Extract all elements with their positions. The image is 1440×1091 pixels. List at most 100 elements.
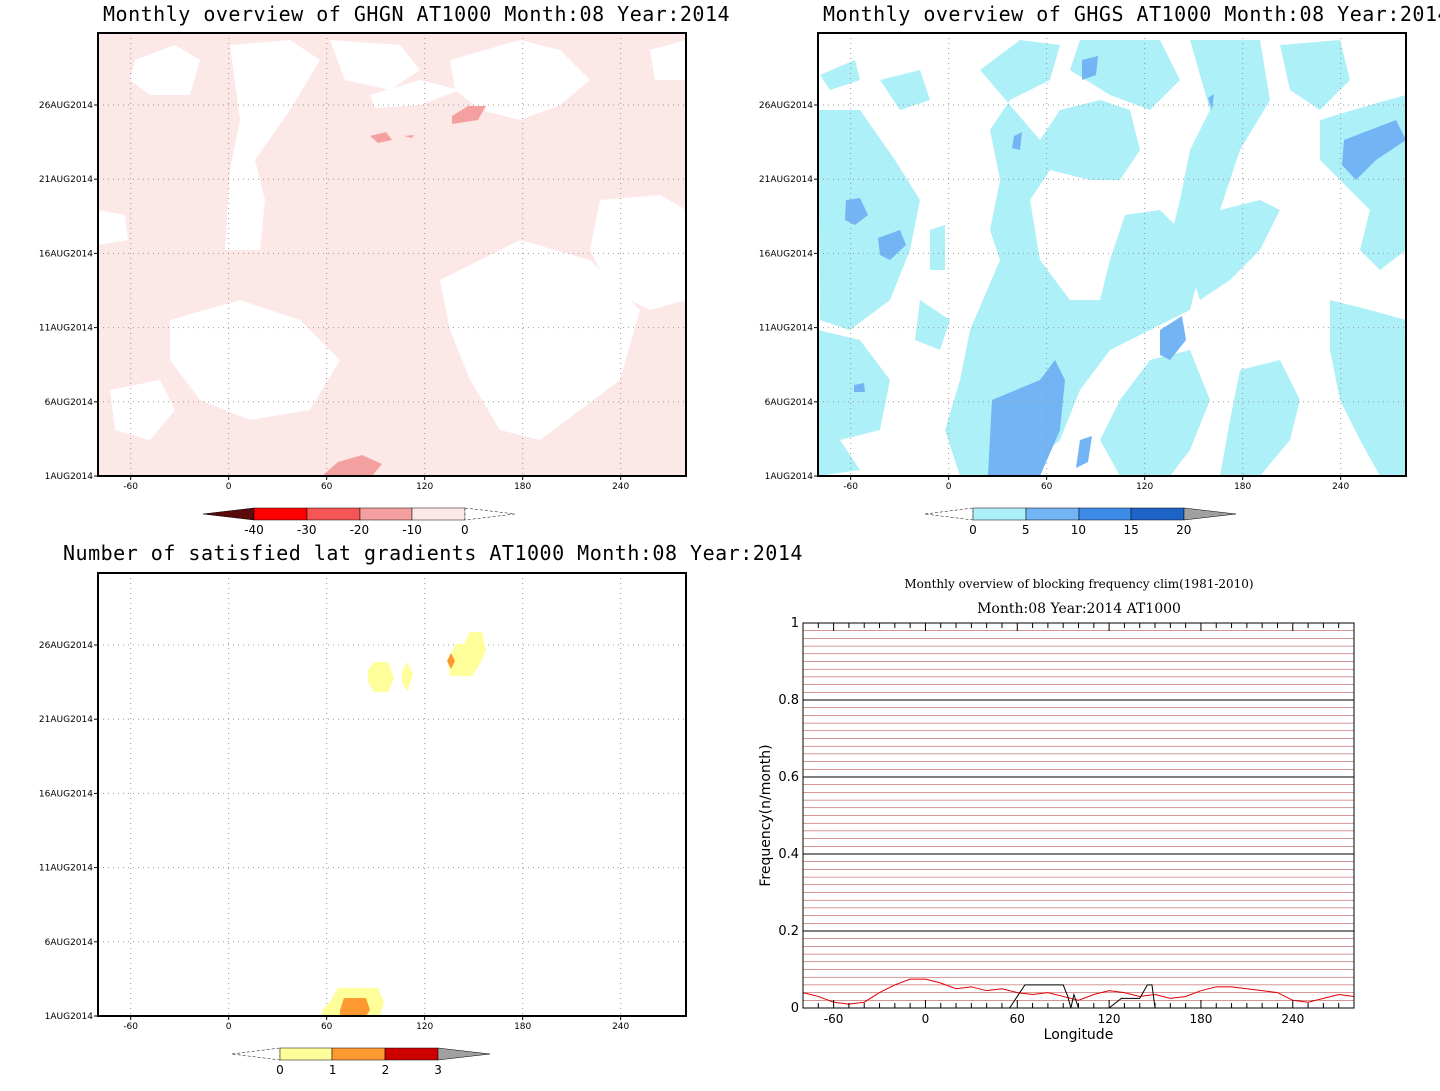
freq-ytick-label: 0.6	[778, 770, 799, 785]
ghgn-axes: -60 0 60 120 180 240 1AUG2014 6AUG2014 11AUG2014…	[39, 101, 630, 492]
grad-cb-seg-3	[384, 1047, 439, 1061]
ghgn-gridlines	[98, 33, 686, 476]
grad-cb-triangle-left	[231, 1047, 281, 1061]
ghgs-xtick-label: 240	[1332, 482, 1349, 492]
freq-ytick-label: 0.4	[778, 847, 799, 862]
ghgs-title: Monthly overview of GHGS AT1000 Month:08…	[823, 2, 1440, 26]
ghgs-ytick-label: 26AUG2014	[759, 101, 813, 111]
ghgn-cb-label: -30	[297, 523, 317, 537]
grad-ytick-label: 21AUG2014	[39, 715, 93, 725]
grad-ytick-label: 1AUG2014	[45, 1012, 94, 1022]
freq-ylabel: Frequency(n/month)	[758, 744, 774, 886]
ghgs-cb-seg-1	[972, 507, 1027, 521]
freq-xtick-label: 60	[1010, 1012, 1025, 1026]
ghgn-cb-label: -20	[350, 523, 370, 537]
ghgs-dark-areas	[845, 56, 1406, 476]
ghgn-ytick-label: 11AUG2014	[39, 324, 93, 334]
grad-xtick-label: 240	[612, 1022, 629, 1032]
grad-cb-seg-2	[331, 1047, 386, 1061]
ghgn-xtick-label: 0	[226, 482, 232, 492]
freq-ytick-label: 0.8	[778, 693, 799, 708]
ghgs-colorbar: 0 5 10 15 20	[924, 507, 1237, 537]
ghgn-cb-label: -40	[244, 523, 264, 537]
ghgs-cb-triangle-right	[1183, 507, 1237, 521]
grad-xtick-label: 120	[416, 1022, 433, 1032]
ghgs-xtick-label: 0	[946, 482, 952, 492]
freq-ytick-label: 0	[791, 1001, 799, 1016]
grad-xtick-label: 180	[514, 1022, 531, 1032]
grad-ytick-label: 26AUG2014	[39, 641, 93, 651]
ghgs-xtick-label: 180	[1234, 482, 1251, 492]
ghgs-ytick-label: 16AUG2014	[759, 249, 813, 259]
ghgn-colorbar: -40 -30 -20 -10 0	[202, 507, 516, 537]
freq-title: Monthly overview of blocking frequency c…	[904, 577, 1253, 591]
grad-ytick-label: 11AUG2014	[39, 864, 93, 874]
ghgn-ytick-label: 1AUG2014	[45, 472, 94, 482]
ghgs-cb-label: 15	[1123, 523, 1138, 537]
freq-ytick-label: 1	[791, 616, 799, 631]
freq-xtick-label: 120	[1098, 1012, 1121, 1026]
grad-cb-label: 1	[329, 1063, 337, 1077]
ghgn-xtick-label: -60	[123, 482, 138, 492]
ghgn-contour-highlights	[322, 106, 486, 476]
grad-ytick-label: 16AUG2014	[39, 789, 93, 799]
ghgn-xtick-label: 240	[612, 482, 629, 492]
ghgn-cb-triangle-right	[464, 507, 516, 521]
freq-xtick-label: 240	[1281, 1012, 1304, 1026]
ghgs-xtick-label: 60	[1041, 482, 1053, 492]
ghgn-title: Monthly overview of GHGN AT1000 Month:08…	[103, 2, 731, 26]
ghgs-xtick-label: 120	[1136, 482, 1153, 492]
ghgs-cb-label: 0	[969, 523, 977, 537]
ghgn-xtick-label: 60	[321, 482, 333, 492]
ghgs-cb-seg-2	[1025, 507, 1080, 521]
ghgn-cb-seg-1	[253, 507, 308, 521]
ghgs-ytick-label: 1AUG2014	[765, 472, 814, 482]
grad-cb-label: 3	[434, 1063, 442, 1077]
freq-xtick-label: 0	[922, 1012, 930, 1026]
grad-cb-label: 2	[382, 1063, 390, 1077]
ghgn-cb-seg-4	[411, 507, 466, 521]
grad-title: Number of satisfied lat gradients AT1000…	[63, 541, 803, 565]
ghgn-cb-seg-3	[359, 507, 413, 521]
ghgn-ytick-label: 26AUG2014	[39, 101, 93, 111]
freq-ytick-label: 0.2	[778, 924, 799, 939]
ghgn-panel: -60 0 60 120 180 240 1AUG2014 6AUG2014 11AUG2014…	[39, 32, 687, 537]
ghgs-cb-seg-3	[1078, 507, 1132, 521]
ghgn-ytick-label: 6AUG2014	[45, 398, 94, 408]
ghgs-light-areas	[818, 40, 1406, 476]
ghgs-ytick-label: 11AUG2014	[759, 324, 813, 334]
freq-panel: Monthly overview of blocking frequency c…	[758, 577, 1355, 1043]
ghgs-cb-label: 10	[1071, 523, 1086, 537]
ghgn-frame	[97, 32, 687, 477]
grad-panel: -60 0 60 120 180 240 1AUG2014 6AUG2014 11AUG2014…	[39, 572, 687, 1077]
freq-xtick-label: -60	[824, 1012, 844, 1026]
ghgs-panel: -60 0 60 120 180 240 1AUG2014 6AUG2014 11AUG2014…	[759, 32, 1407, 537]
ghgn-ytick-label: 21AUG2014	[39, 175, 93, 185]
grad-cb-seg-1	[279, 1047, 333, 1061]
ghgn-cb-label: -10	[402, 523, 422, 537]
grad-colorbar: 0 1 2 3	[231, 1047, 491, 1077]
grad-xtick-label: -60	[123, 1022, 138, 1032]
ghgn-cb-triangle-left	[202, 507, 255, 521]
ghgs-cb-label: 5	[1022, 523, 1030, 537]
ghgs-cb-label: 20	[1176, 523, 1191, 537]
grad-orange-areas	[340, 653, 455, 1016]
grad-yellow-areas	[322, 632, 486, 1016]
grad-ytick-label: 6AUG2014	[45, 938, 94, 948]
freq-xlabel: Longitude	[1044, 1027, 1114, 1043]
ghgn-ytick-label: 16AUG2014	[39, 249, 93, 259]
ghgs-xtick-label: -60	[843, 482, 858, 492]
ghgs-ytick-label: 21AUG2014	[759, 175, 813, 185]
freq-subtitle: Month:08 Year:2014 AT1000	[977, 601, 1181, 617]
grad-xtick-label: 60	[321, 1022, 333, 1032]
grad-cb-triangle-right	[437, 1047, 491, 1061]
ghgn-cb-seg-2	[306, 507, 361, 521]
freq-series-line-1	[802, 978, 1355, 1005]
ghgs-cb-triangle-left	[924, 507, 974, 521]
ghgn-cb-label: 0	[461, 523, 469, 537]
grad-xtick-label: 0	[226, 1022, 232, 1032]
ghgn-white-areas	[98, 40, 686, 440]
ghgs-cb-seg-4	[1130, 507, 1185, 521]
ghgn-xtick-label: 120	[416, 482, 433, 492]
ghgn-xtick-label: 180	[514, 482, 531, 492]
